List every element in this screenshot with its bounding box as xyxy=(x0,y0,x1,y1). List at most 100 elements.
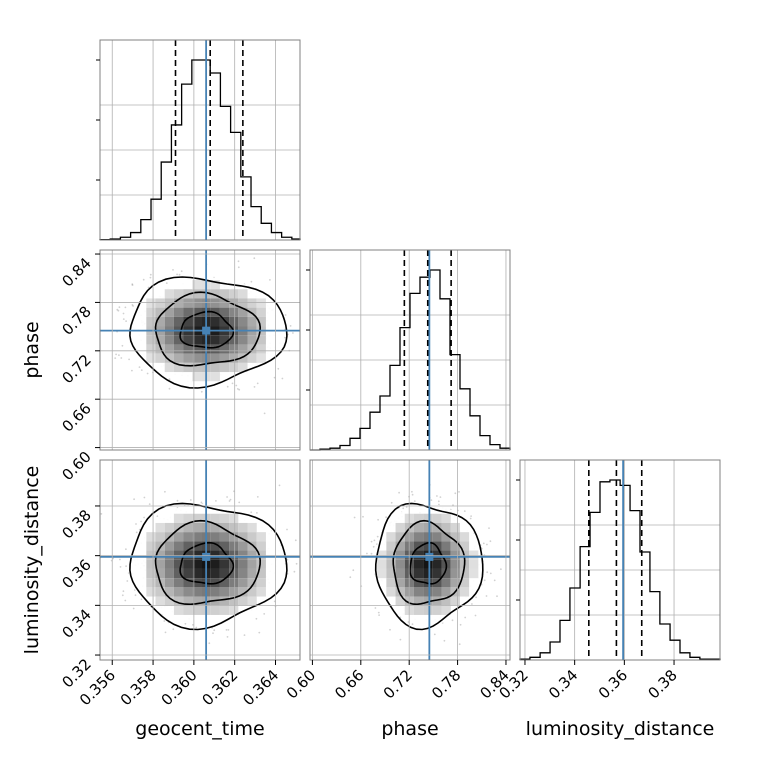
density-cell xyxy=(432,522,442,533)
density-cell xyxy=(164,596,174,606)
scatter-point xyxy=(95,570,97,572)
scatter-point xyxy=(120,357,123,359)
density-cell xyxy=(377,550,387,560)
scatter-point xyxy=(372,545,375,548)
scatter-point xyxy=(514,623,516,625)
density-cell xyxy=(256,587,266,597)
density-cell xyxy=(173,532,184,542)
density-cell xyxy=(441,587,451,597)
density-cell xyxy=(164,307,174,317)
scatter-point xyxy=(131,304,134,306)
density-cell xyxy=(164,587,174,597)
x-tick-label: 0.72 xyxy=(380,666,416,702)
scatter-point xyxy=(295,562,298,565)
scatter-point xyxy=(319,575,321,577)
density-cell xyxy=(219,550,230,560)
x-tick-label: 0.36 xyxy=(595,666,631,702)
scatter-point xyxy=(135,531,138,534)
density-cell xyxy=(183,298,193,308)
scatter-point xyxy=(143,516,146,519)
density-cell xyxy=(173,362,184,373)
density-cell xyxy=(183,344,193,354)
density-cell xyxy=(229,541,239,551)
scatter-point xyxy=(482,542,485,545)
density-cell xyxy=(238,587,248,597)
scatter-point xyxy=(200,501,203,504)
density-cell xyxy=(155,307,165,317)
scatter-point xyxy=(256,382,259,385)
density-cell xyxy=(219,541,230,551)
density-cell xyxy=(210,605,220,615)
density-cell xyxy=(173,307,184,317)
scatter-point xyxy=(231,382,234,385)
density-cell xyxy=(173,298,184,308)
density-cell xyxy=(423,513,433,523)
density-cell xyxy=(238,307,248,317)
density-cell xyxy=(247,578,257,588)
density-cell xyxy=(395,522,405,533)
density-cell xyxy=(247,316,257,327)
density-cell xyxy=(256,559,266,569)
density-cell xyxy=(155,568,165,579)
density-cell xyxy=(173,335,184,345)
density-cell xyxy=(238,298,248,308)
density-cell xyxy=(219,513,230,523)
density-cell xyxy=(377,559,387,569)
density-cell xyxy=(432,513,442,523)
density-cell xyxy=(229,335,239,345)
density-cell xyxy=(210,372,220,382)
density-cell xyxy=(441,550,451,560)
density-cell xyxy=(229,344,239,354)
density-cell xyxy=(469,559,479,569)
density-cell xyxy=(164,541,174,551)
density-cell xyxy=(183,532,193,542)
scatter-point xyxy=(163,620,166,622)
density-cell xyxy=(386,550,396,560)
density-cell xyxy=(173,541,184,551)
density-cell xyxy=(377,568,387,579)
y-tick-label: 0.78 xyxy=(58,303,94,339)
scatter-point xyxy=(189,499,192,501)
density-cell xyxy=(247,587,257,597)
scatter-point xyxy=(293,570,296,573)
scatter-point xyxy=(125,320,127,322)
density-cell xyxy=(164,559,174,569)
density-cell xyxy=(164,522,174,533)
y-tick-label: 0.66 xyxy=(58,399,94,435)
y-tick-label: 0.36 xyxy=(58,556,94,592)
density-geocent_time-luminosity_distance xyxy=(95,460,321,660)
density-cell xyxy=(173,316,184,327)
density-cell xyxy=(183,353,193,363)
truth-marker xyxy=(425,552,434,561)
y-tick-label: 0.84 xyxy=(58,254,94,290)
density-cell xyxy=(219,578,230,588)
density-cell xyxy=(441,532,451,542)
density-cell xyxy=(459,568,470,579)
density-cell xyxy=(238,335,248,345)
density-cell xyxy=(423,596,433,606)
density-cell xyxy=(413,559,424,569)
marginal-panel-luminosity_distance xyxy=(519,459,721,661)
scatter-point xyxy=(115,353,117,356)
scatter-point xyxy=(227,629,230,631)
scatter-point xyxy=(370,540,373,543)
scatter-point xyxy=(454,492,457,495)
density-cell xyxy=(219,362,230,373)
scatter-point xyxy=(172,269,174,271)
scatter-point xyxy=(353,516,356,519)
density-cell xyxy=(238,289,248,299)
density-cell xyxy=(432,559,442,569)
scatter-point xyxy=(469,517,472,520)
density-cell xyxy=(219,559,230,569)
density-cell xyxy=(210,550,220,560)
scatter-point xyxy=(430,499,433,501)
density-cell xyxy=(247,353,257,363)
y-axis-label-luminosity_distance: luminosity_distance xyxy=(21,466,43,655)
density-cell xyxy=(146,532,156,542)
scatter-point xyxy=(258,631,261,634)
density-cell xyxy=(423,541,433,551)
scatter-point xyxy=(488,527,490,529)
density-cell xyxy=(155,587,165,597)
scatter-point xyxy=(253,386,256,388)
